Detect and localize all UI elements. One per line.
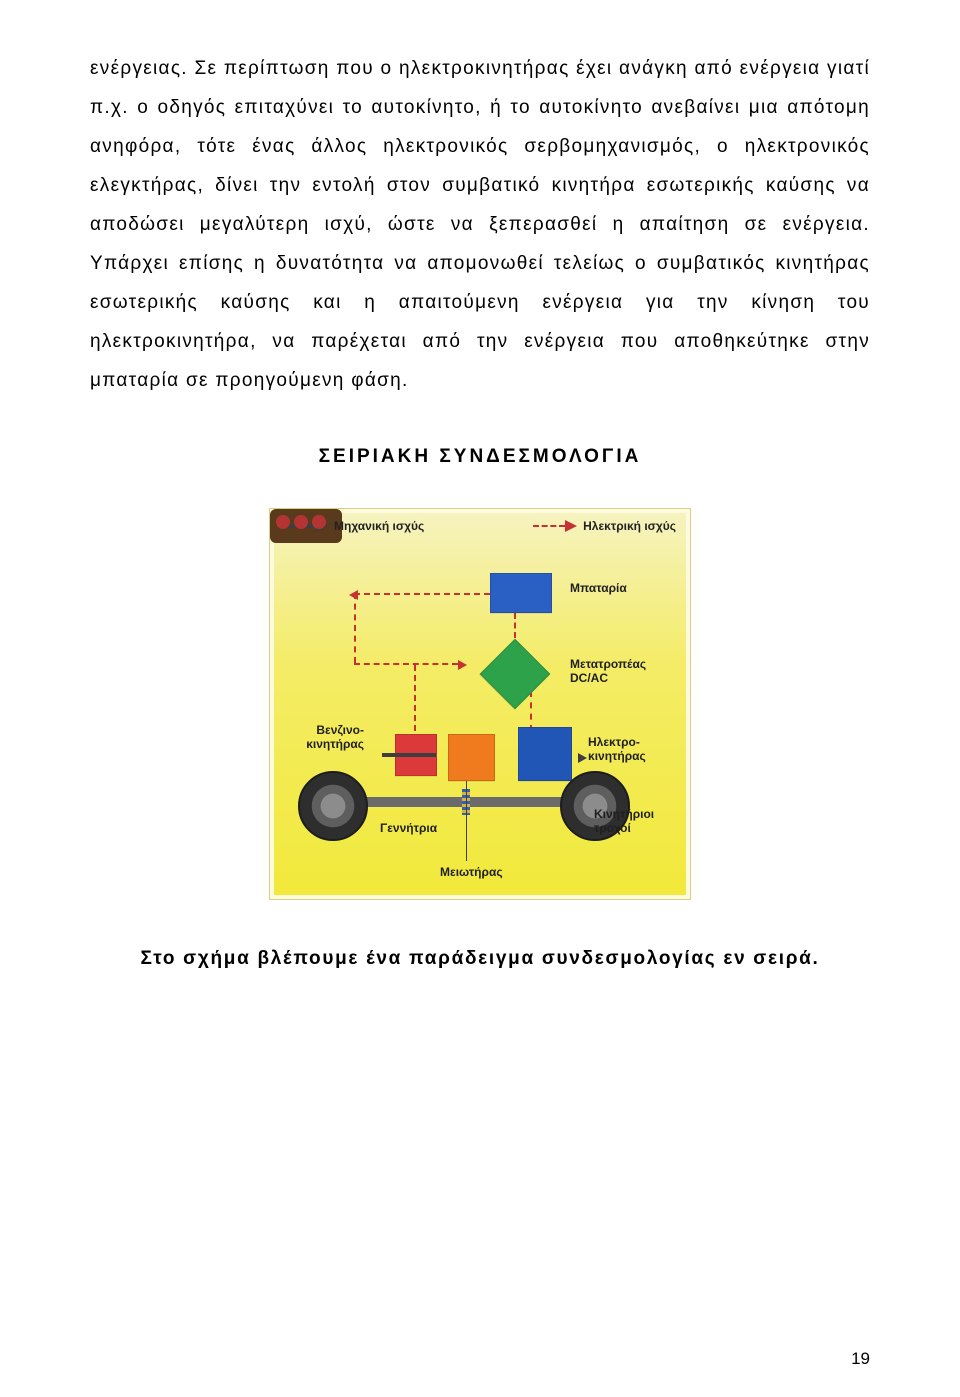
label-electric-motor: Ηλεκτρο- κινητήρας — [588, 735, 646, 763]
label-drive-line1: Κινητήριοι — [594, 807, 654, 821]
legend-electrical: Ηλεκτρική ισχύς — [533, 519, 676, 533]
label-battery: Μπαταρία — [570, 581, 627, 595]
label-converter-line1: Μετατροπέας — [570, 657, 646, 671]
gearbox-block — [448, 734, 495, 781]
series-hybrid-diagram: Μηχανική ισχύς Ηλεκτρική ισχύς — [269, 508, 691, 900]
leader-line — [466, 781, 467, 861]
label-emotor-line1: Ηλεκτρο- — [588, 735, 640, 749]
legend-electrical-label: Ηλεκτρική ισχύς — [583, 519, 676, 533]
label-converter: Μετατροπέας DC/AC — [570, 657, 646, 685]
electrical-line — [414, 665, 416, 731]
electrical-line — [530, 691, 532, 731]
body-paragraph: ενέργειας. Σε περίπτωση που ο ηλεκτροκιν… — [90, 50, 870, 400]
electrical-line — [354, 593, 490, 595]
converter-block — [480, 639, 551, 710]
electrical-line — [354, 663, 458, 665]
label-converter-line2: DC/AC — [570, 671, 608, 685]
section-heading: ΣΕΙΡΙΑΚΗ ΣΥΝΔΕΣΜΟΛΟΓΙΑ — [90, 446, 870, 468]
mechanical-arrow-icon — [578, 753, 587, 763]
mechanical-arrow-icon — [382, 753, 436, 757]
label-generator: Γεννήτρια — [380, 821, 437, 835]
wheel-icon — [298, 771, 368, 841]
label-engine-line1: Βενζινο- — [274, 723, 364, 737]
electrical-line — [354, 593, 356, 663]
diagram-legend: Μηχανική ισχύς Ηλεκτρική ισχύς — [284, 519, 676, 533]
label-emotor-line2: κινητήρας — [588, 749, 646, 763]
label-drive-wheels: Κινητήριοι τροχοί — [594, 807, 654, 835]
page: ενέργειας. Σε περίπτωση που ο ηλεκτροκιν… — [0, 0, 960, 1397]
figure-caption: Στο σχήμα βλέπουμε ένα παράδειγμα συνδεσ… — [90, 940, 870, 978]
diagram-container: Μηχανική ισχύς Ηλεκτρική ισχύς — [90, 508, 870, 900]
legend-mechanical: Μηχανική ισχύς — [284, 519, 424, 533]
label-engine-line2: κινητήρας — [274, 737, 364, 751]
page-number: 19 — [851, 1349, 870, 1369]
label-gearbox: Μειωτήρας — [440, 865, 503, 879]
battery-block — [490, 573, 552, 613]
legend-mechanical-label: Μηχανική ισχύς — [334, 519, 424, 533]
label-drive-line2: τροχοί — [594, 821, 631, 835]
electric-motor-block — [518, 727, 572, 781]
label-gasoline-engine: Βενζινο- κινητήρας — [274, 723, 364, 751]
